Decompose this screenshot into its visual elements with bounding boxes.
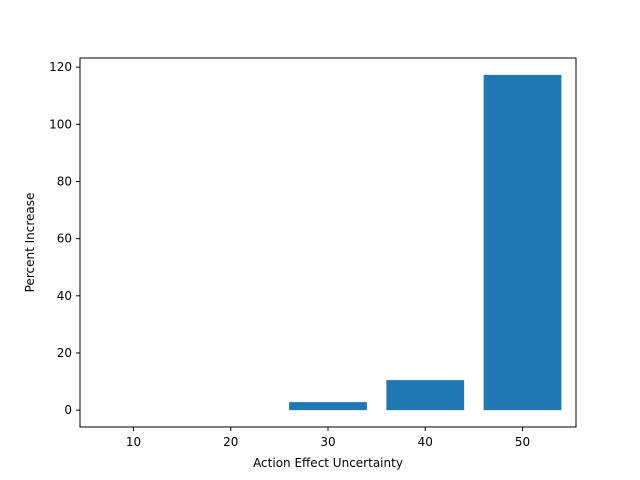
y-tick-label: 120 bbox=[49, 60, 72, 74]
x-tick-label: 50 bbox=[515, 435, 530, 449]
y-tick-label: 100 bbox=[49, 117, 72, 131]
bar-30 bbox=[289, 402, 367, 411]
x-tick-label: 40 bbox=[418, 435, 433, 449]
bars-group bbox=[289, 74, 562, 411]
x-axis-label: Action Effect Uncertainty bbox=[253, 456, 403, 470]
y-tick-label: 0 bbox=[64, 403, 72, 417]
bar-40 bbox=[386, 380, 465, 411]
x-tick-label: 10 bbox=[126, 435, 141, 449]
y-axis-label: Percent Increase bbox=[23, 193, 37, 293]
bar-50 bbox=[483, 74, 562, 411]
x-tick-label: 30 bbox=[320, 435, 335, 449]
x-axis-ticks: 10 20 30 40 50 bbox=[126, 427, 530, 449]
x-tick-label: 20 bbox=[223, 435, 238, 449]
y-tick-label: 20 bbox=[57, 346, 72, 360]
y-tick-label: 60 bbox=[57, 232, 72, 246]
y-tick-label: 80 bbox=[57, 174, 72, 188]
y-axis-ticks: 0 20 40 60 80 100 120 bbox=[49, 60, 80, 417]
y-tick-label: 40 bbox=[57, 289, 72, 303]
